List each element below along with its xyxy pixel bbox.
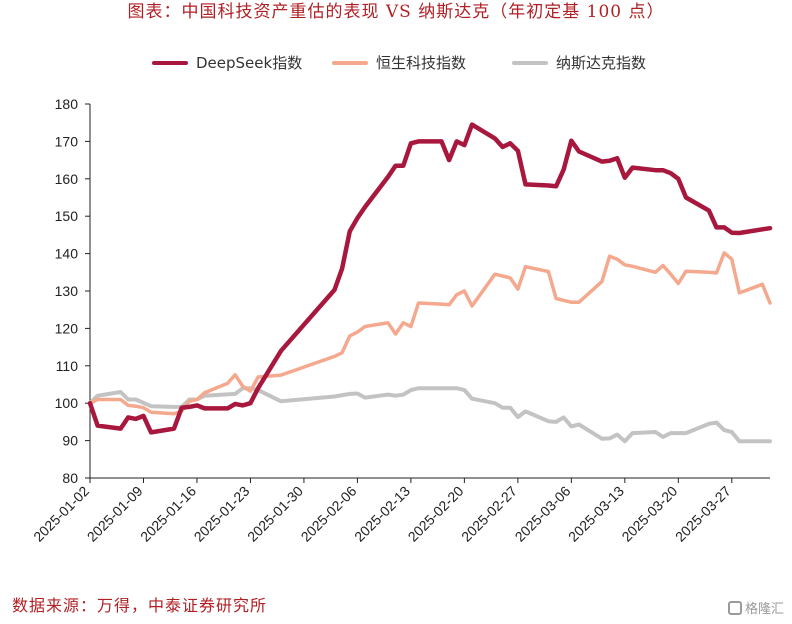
chart-title: 图表：中国科技资产重估的表现 VS 纳斯达克（年初定基 100 点） — [127, 2, 665, 22]
legend-label-hstech: 恒生科技指数 — [376, 54, 467, 72]
x-tick-label: 2025-01-30 — [244, 483, 306, 545]
x-tick-label: 2025-01-23 — [191, 483, 253, 545]
y-tick-label: 130 — [55, 283, 79, 299]
y-tick-label: 140 — [55, 246, 79, 262]
series-line-0 — [87, 122, 773, 435]
x-tick-label: 2025-02-27 — [458, 483, 520, 545]
x-tick-label: 2025-03-20 — [618, 483, 680, 545]
y-tick-label: 170 — [55, 133, 79, 149]
y-tick-label: 90 — [62, 433, 78, 449]
x-tick-label: 2025-03-13 — [565, 483, 627, 545]
chart-axes — [89, 104, 770, 479]
chart-legend: DeepSeek指数 恒生科技指数 纳斯达克指数 — [0, 52, 792, 76]
x-tick-label: 2025-03-06 — [512, 483, 574, 545]
x-axis-ticks: 2025-01-022025-01-092025-01-162025-01-23… — [30, 478, 734, 545]
legend-item-deepseek: DeepSeek指数 — [152, 52, 302, 73]
x-tick-label: 2025-02-06 — [298, 483, 360, 545]
series-lines — [87, 122, 773, 444]
x-tick-label: 2025-01-09 — [84, 483, 146, 545]
y-tick-label: 150 — [55, 208, 79, 224]
gelonghui-logo-icon — [727, 600, 742, 615]
x-tick-label: 2025-01-02 — [30, 483, 92, 545]
y-tick-label: 100 — [55, 395, 79, 411]
y-tick-label: 120 — [55, 320, 79, 336]
legend-label-nasdaq: 纳斯达克指数 — [556, 54, 647, 72]
y-tick-label: 160 — [55, 171, 79, 187]
legend-swatch-hstech — [332, 60, 368, 65]
y-tick-label: 180 — [55, 96, 79, 112]
series-line-2 — [88, 386, 772, 444]
x-tick-label: 2025-02-13 — [351, 483, 413, 545]
data-source-note: 数据来源：万得，中泰证券研究所 — [12, 596, 268, 615]
watermark: 格隆汇 — [727, 598, 784, 617]
legend-label-deepseek: DeepSeek指数 — [196, 54, 303, 72]
y-tick-label: 80 — [62, 470, 78, 486]
legend-item-nasdaq: 纳斯达克指数 — [512, 52, 646, 73]
x-tick-label: 2025-01-16 — [137, 483, 199, 545]
legend-swatch-deepseek — [152, 60, 188, 65]
y-axis-ticks: 80 90 100 110 120 130 140 150 160 170 180 — [55, 96, 90, 486]
x-tick-label: 2025-02-20 — [405, 483, 467, 545]
x-tick-label: 2025-03-27 — [672, 483, 734, 545]
legend-item-hstech: 恒生科技指数 — [332, 52, 466, 73]
series-line-1 — [88, 251, 772, 416]
legend-swatch-nasdaq — [512, 60, 548, 65]
y-tick-label: 110 — [56, 358, 79, 374]
watermark-text: 格隆汇 — [744, 602, 784, 617]
